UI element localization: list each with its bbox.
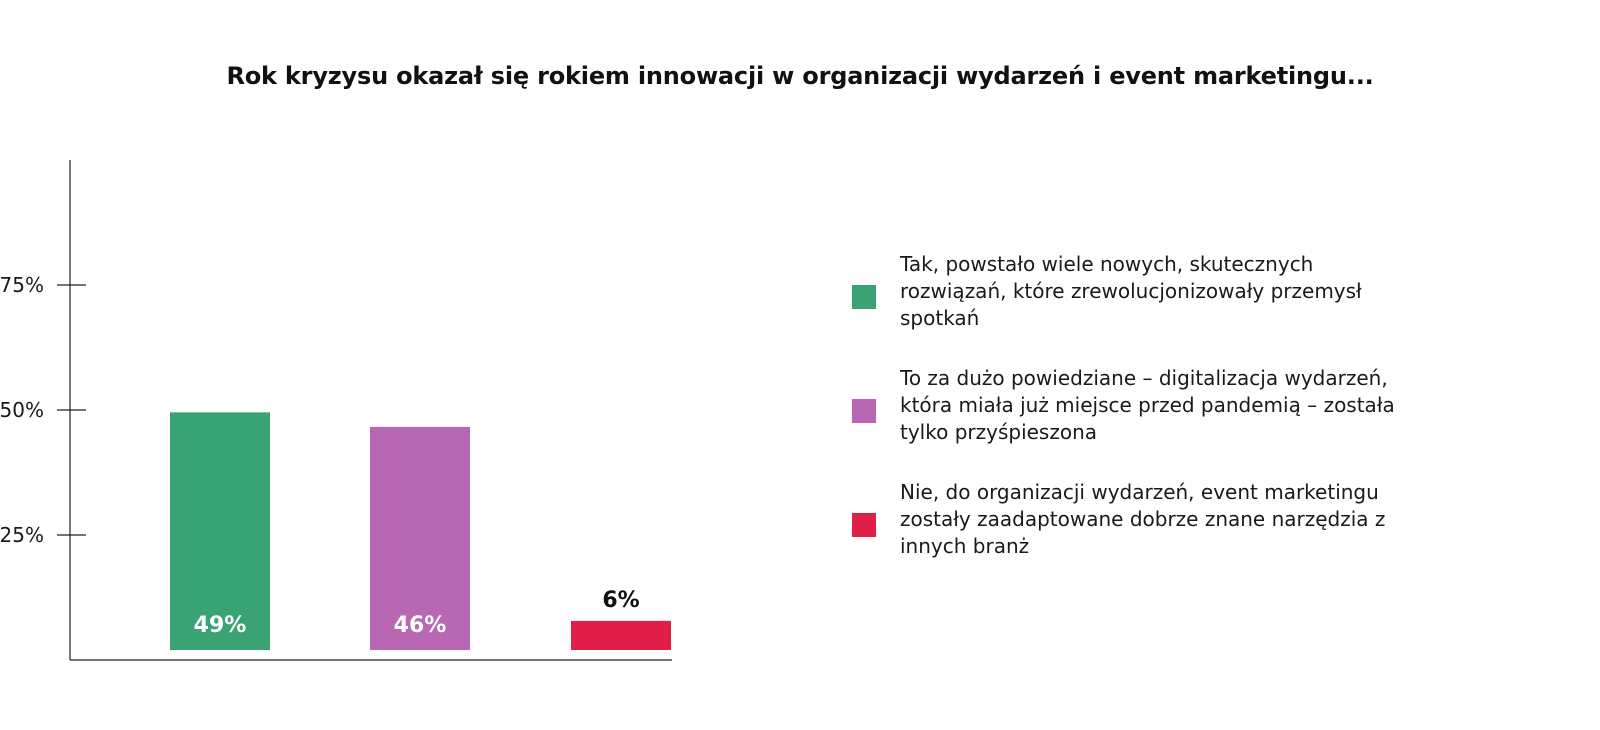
bar-0 — [170, 412, 270, 650]
y-tick-label-0: 25% — [0, 523, 44, 547]
legend-swatch-0 — [852, 285, 876, 309]
bar-1 — [370, 426, 470, 650]
legend: Tak, powstało wiele nowych, skutecznych … — [852, 251, 1472, 593]
legend-swatch-1 — [852, 399, 876, 423]
legend-item-1: To za dużo powiedziane – digitalizacja w… — [852, 365, 1472, 479]
y-tick-label-2: 75% — [0, 273, 44, 297]
legend-label-2: Nie, do organizacji wydarzeń, event mark… — [900, 480, 1386, 558]
data-label-1: 46% — [394, 613, 447, 638]
data-label-0: 49% — [194, 613, 247, 638]
legend-item-2: Nie, do organizacji wydarzeń, event mark… — [852, 479, 1472, 593]
legend-label-1: To za dużo powiedziane – digitalizacja w… — [900, 366, 1395, 444]
chart-title: Rok kryzysu okazał się rokiem innowacji … — [226, 62, 1374, 90]
legend-item-0: Tak, powstało wiele nowych, skutecznych … — [852, 251, 1472, 365]
y-tick-label-1: 50% — [0, 398, 44, 422]
bar-2 — [571, 620, 671, 650]
data-label-2: 6% — [602, 588, 639, 613]
legend-swatch-2 — [852, 513, 876, 537]
legend-label-0: Tak, powstało wiele nowych, skutecznych … — [900, 252, 1362, 330]
